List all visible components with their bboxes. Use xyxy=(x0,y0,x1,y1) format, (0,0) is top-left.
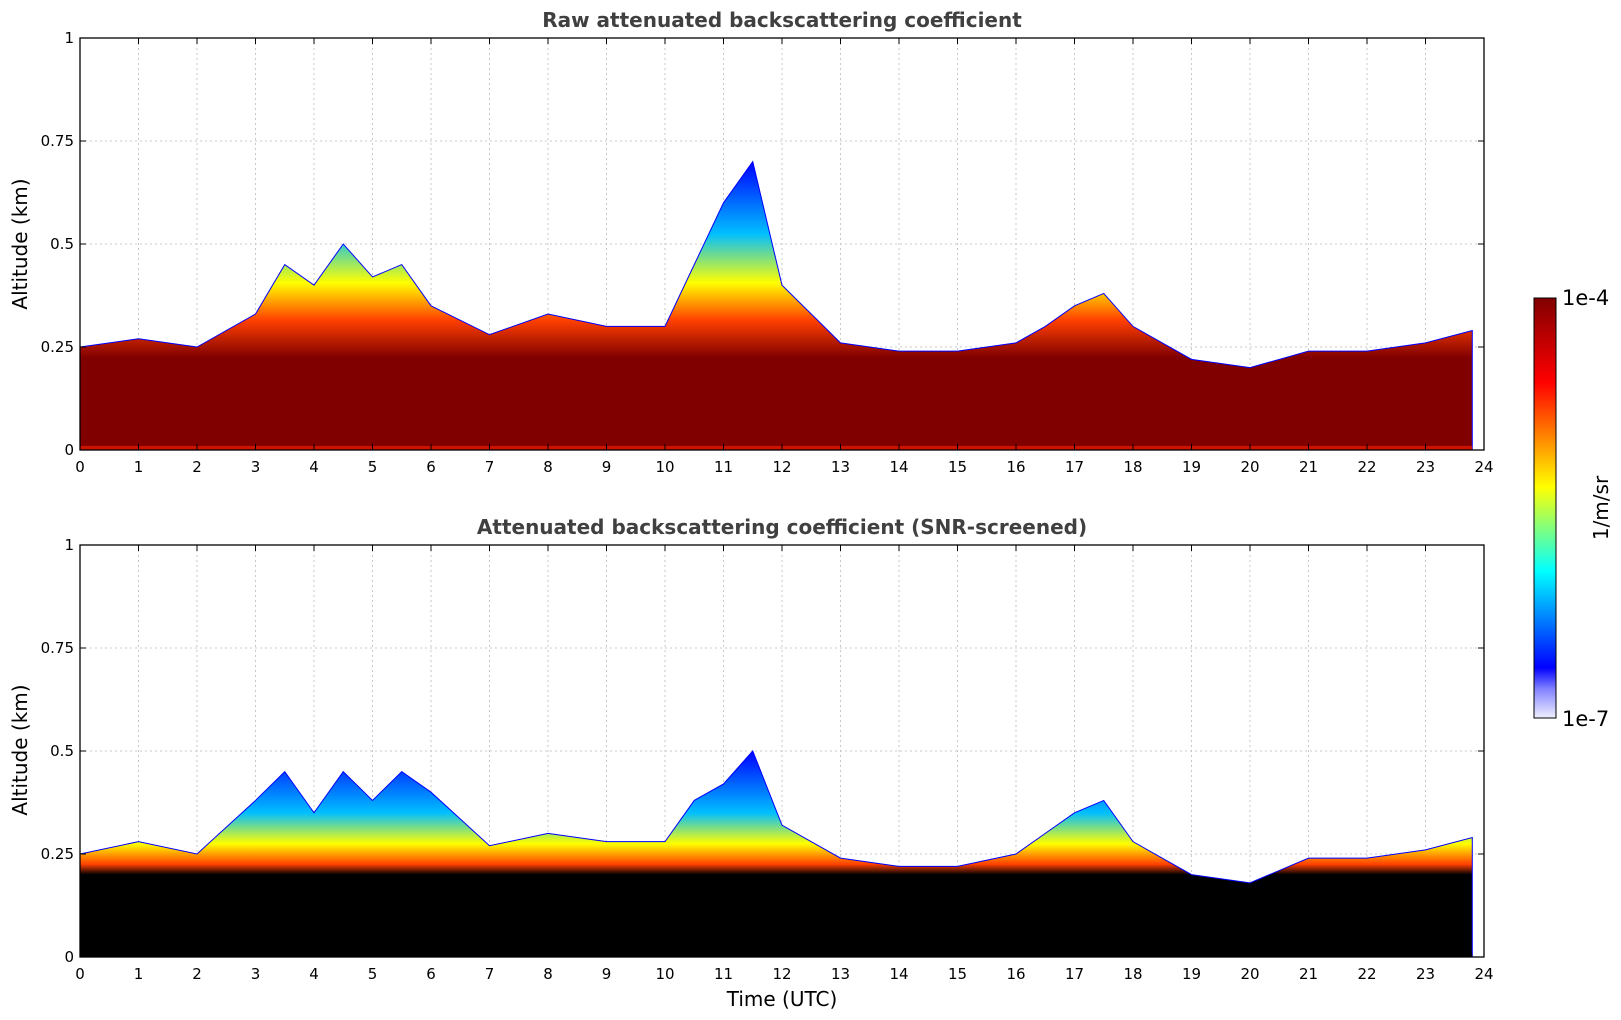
x-tick-label: 16 xyxy=(1006,965,1025,983)
x-tick-label: 0 xyxy=(75,965,85,983)
x-tick-label: 9 xyxy=(602,458,612,476)
x-tick-label: 23 xyxy=(1416,458,1435,476)
y-tick-label: 1 xyxy=(64,536,74,554)
x-tick-label: 22 xyxy=(1357,458,1376,476)
x-tick-label: 18 xyxy=(1123,965,1142,983)
x-tick-label: 14 xyxy=(889,965,908,983)
x-tick-label: 13 xyxy=(831,458,850,476)
y-tick-label: 0.75 xyxy=(41,132,74,150)
panel-snr-screened: Attenuated backscattering coefficient (S… xyxy=(8,515,1494,1011)
x-tick-label: 9 xyxy=(602,965,612,983)
x-tick-label: 15 xyxy=(948,458,967,476)
x-tick-label: 7 xyxy=(485,965,495,983)
x-tick-label: 21 xyxy=(1299,458,1318,476)
x-tick-label: 3 xyxy=(251,458,261,476)
x-tick-label: 6 xyxy=(426,458,436,476)
x-tick-label: 24 xyxy=(1474,458,1493,476)
colorbar-unit-label: 1/m/sr xyxy=(1589,475,1613,540)
x-tick-label: 17 xyxy=(1065,458,1084,476)
y-tick-label: 0 xyxy=(64,441,74,459)
x-tick-label: 3 xyxy=(251,965,261,983)
x-tick-label: 5 xyxy=(368,965,378,983)
x-tick-label: 1 xyxy=(134,965,144,983)
x-tick-label: 10 xyxy=(655,458,674,476)
colorbar-min-label: 1e-7 xyxy=(1562,707,1609,731)
ground-band xyxy=(80,445,1473,450)
x-tick-label: 23 xyxy=(1416,965,1435,983)
ground-band xyxy=(80,952,1473,957)
x-tick-label: 4 xyxy=(309,458,319,476)
y-tick-label: 0.75 xyxy=(41,639,74,657)
panel-title: Attenuated backscattering coefficient (S… xyxy=(477,515,1087,539)
x-tick-label: 20 xyxy=(1240,458,1259,476)
x-tick-label: 8 xyxy=(543,965,553,983)
x-tick-label: 19 xyxy=(1182,965,1201,983)
x-tick-label: 2 xyxy=(192,458,202,476)
y-tick-label: 0.25 xyxy=(41,338,74,356)
x-tick-label: 14 xyxy=(889,458,908,476)
x-tick-label: 13 xyxy=(831,965,850,983)
x-tick-label: 0 xyxy=(75,458,85,476)
backscatter-area xyxy=(80,750,1473,957)
x-axis-ticks: 0 1 2 3 4 5 6 7 8 9 10 11 12 13 14 15 16 17 18 19 20 21 22 23 24 xyxy=(75,38,1494,476)
colorbar: 1e-4 1e-7 1/m/sr xyxy=(1533,286,1613,731)
x-tick-label: 15 xyxy=(948,965,967,983)
y-axis-label: Altitude (km) xyxy=(8,684,32,815)
x-tick-label: 5 xyxy=(368,458,378,476)
x-tick-label: 8 xyxy=(543,458,553,476)
gridlines xyxy=(80,38,1484,450)
backscatter-area xyxy=(80,160,1473,450)
colorbar-gradient xyxy=(1533,297,1557,719)
x-tick-label: 6 xyxy=(426,965,436,983)
colorbar-max-label: 1e-4 xyxy=(1562,286,1609,310)
x-tick-label: 10 xyxy=(655,965,674,983)
x-axis-ticks: 0 1 2 3 4 5 6 7 8 9 10 11 12 13 14 15 16 17 18 19 20 21 22 23 24 xyxy=(75,545,1494,983)
gridlines xyxy=(80,545,1484,957)
backscatter-layer xyxy=(80,160,1473,450)
x-tick-label: 18 xyxy=(1123,458,1142,476)
x-tick-label: 19 xyxy=(1182,458,1201,476)
y-axis-ticks: 0 0.25 0.5 0.75 1 xyxy=(41,29,1484,459)
x-tick-label: 7 xyxy=(485,458,495,476)
y-tick-label: 0 xyxy=(64,948,74,966)
panel-raw: Raw attenuated backscattering coefficien… xyxy=(8,8,1494,476)
y-tick-label: 1 xyxy=(64,29,74,47)
x-tick-label: 21 xyxy=(1299,965,1318,983)
x-tick-label: 2 xyxy=(192,965,202,983)
y-tick-label: 0.5 xyxy=(50,235,74,253)
x-tick-label: 12 xyxy=(772,965,791,983)
x-tick-label: 16 xyxy=(1006,458,1025,476)
x-tick-label: 4 xyxy=(309,965,319,983)
y-tick-label: 0.25 xyxy=(41,845,74,863)
x-tick-label: 20 xyxy=(1240,965,1259,983)
x-axis-label: Time (UTC) xyxy=(726,987,838,1011)
x-tick-label: 22 xyxy=(1357,965,1376,983)
backscatter-layer xyxy=(80,750,1473,957)
x-tick-label: 1 xyxy=(134,458,144,476)
y-tick-label: 0.5 xyxy=(50,742,74,760)
panel-title: Raw attenuated backscattering coefficien… xyxy=(542,8,1022,32)
x-tick-label: 17 xyxy=(1065,965,1084,983)
x-tick-label: 12 xyxy=(772,458,791,476)
x-tick-label: 11 xyxy=(714,965,733,983)
x-tick-label: 11 xyxy=(714,458,733,476)
x-tick-label: 24 xyxy=(1474,965,1493,983)
y-axis-label: Altitude (km) xyxy=(8,178,32,309)
y-axis-ticks: 0 0.25 0.5 0.75 1 xyxy=(41,536,1484,966)
